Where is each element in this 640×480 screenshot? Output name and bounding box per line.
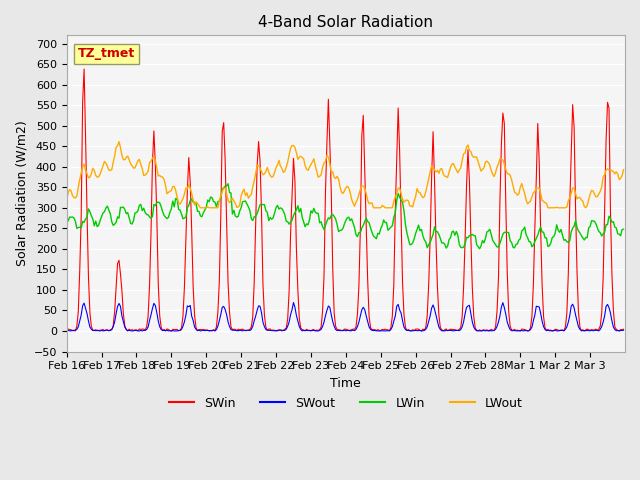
SWout (63, 327, 70, 333)
LWin (351, 225, 358, 230)
Line: LWin: LWin (67, 184, 623, 249)
Text: TZ_tmet: TZ_tmet (78, 48, 135, 60)
SWin (463, 183, 470, 189)
X-axis label: Time: Time (330, 377, 361, 390)
LWin (63, 219, 70, 225)
Line: SWout: SWout (67, 302, 623, 331)
LWout (545, 205, 553, 211)
LWin (476, 246, 483, 252)
SWout (545, 327, 553, 333)
SWin (352, 324, 360, 330)
LWout (620, 167, 627, 172)
LWout (463, 144, 470, 150)
LWin (224, 181, 232, 187)
SWout (82, 305, 90, 311)
SWin (80, 66, 88, 72)
SWin (100, 328, 108, 334)
LWout (82, 167, 90, 173)
Legend: SWin, SWout, LWin, LWout: SWin, SWout, LWin, LWout (164, 392, 528, 415)
LWout (99, 163, 107, 168)
SWout (96, 328, 104, 334)
Line: SWin: SWin (67, 69, 623, 331)
LWin (82, 216, 90, 222)
LWin (545, 243, 553, 249)
SWin (83, 209, 91, 215)
LWin (620, 227, 627, 232)
LWin (618, 227, 626, 232)
LWout (115, 139, 123, 144)
SWin (63, 327, 70, 333)
SWout (618, 327, 626, 333)
SWin (620, 326, 627, 332)
SWin (545, 328, 553, 334)
Line: LWout: LWout (67, 142, 623, 208)
SWout (290, 300, 298, 305)
LWout (63, 198, 70, 204)
LWout (196, 205, 204, 211)
LWout (618, 173, 626, 179)
Y-axis label: Solar Radiation (W/m2): Solar Radiation (W/m2) (15, 120, 28, 266)
SWout (463, 305, 470, 311)
SWin (618, 327, 626, 333)
SWin (168, 328, 175, 334)
LWout (352, 199, 360, 205)
LWin (99, 210, 107, 216)
SWout (352, 326, 360, 332)
Title: 4-Band Solar Radiation: 4-Band Solar Radiation (259, 15, 433, 30)
SWout (620, 327, 627, 333)
SWout (100, 328, 108, 334)
LWin (461, 241, 469, 247)
